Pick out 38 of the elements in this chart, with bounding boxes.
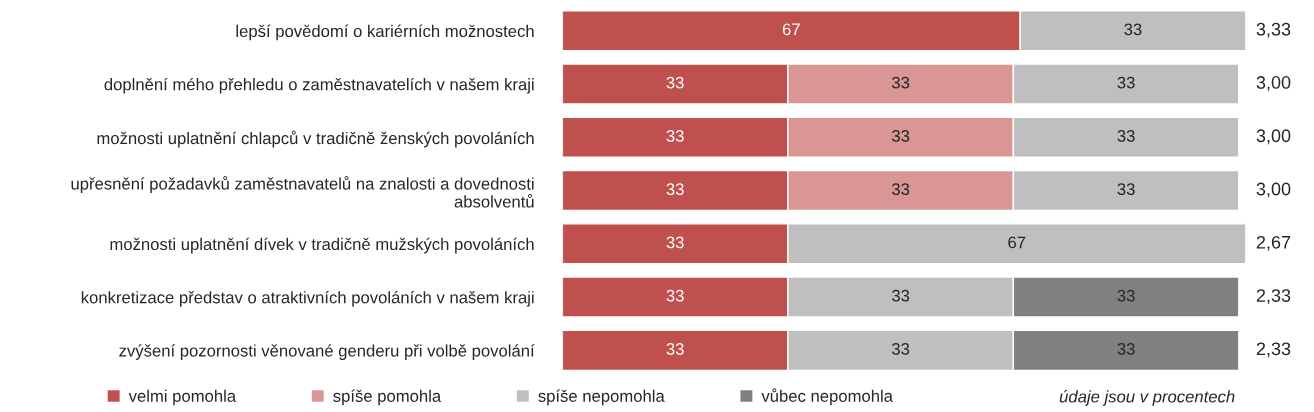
- data-label: 33: [1117, 343, 1135, 355]
- text: 2,33: [1256, 289, 1291, 305]
- text: 3,00: [1256, 129, 1291, 145]
- data-label: 33: [891, 183, 910, 196]
- text: 3,33: [1256, 22, 1291, 38]
- text: 2,33: [1256, 342, 1291, 358]
- legend-label: vůbec nepomohla: [761, 388, 893, 406]
- data-label: 33: [1117, 129, 1135, 142]
- y-tick-label: možnosti uplatnění dívek v tradičně mužských povoláních: [110, 237, 534, 254]
- data-label: 33: [1124, 23, 1142, 36]
- legend-label: velmi pomohla: [128, 389, 237, 406]
- data-label: 33: [666, 76, 684, 89]
- text: 2,67: [1256, 235, 1291, 251]
- legend-label: spíše pomohla: [333, 389, 442, 406]
- y-tick-label: upřesnění požadavků zaměstnavatelů na znalosti a dovednosti absolventů: [71, 176, 534, 208]
- data-label: 33: [666, 343, 684, 355]
- text: 3,00: [1256, 76, 1291, 91]
- data-label: 33: [891, 76, 910, 89]
- data-label: 33: [1117, 76, 1135, 89]
- text: 3,00: [1256, 182, 1291, 198]
- data-label: 33: [666, 236, 684, 249]
- data-label: 33: [666, 183, 684, 196]
- data-label: 67: [782, 23, 800, 36]
- data-label: 33: [1117, 289, 1135, 302]
- y-tick-label: konkretizace představ o atraktivních povoláních v našem kraji: [81, 290, 534, 307]
- y-tick-label: doplnění mého přehledu o zaměstnavatelích v našem kraji: [104, 77, 534, 94]
- data-label: 33: [666, 129, 684, 142]
- data-label: 33: [666, 289, 684, 302]
- data-label: 33: [891, 129, 910, 142]
- data-label: 33: [1117, 183, 1135, 196]
- legend-label: spíše nepomohla: [538, 389, 665, 406]
- y-tick-label: možnosti uplatnění chlapců v tradičně ženských povoláních: [97, 130, 534, 148]
- data-label: 33: [891, 289, 910, 302]
- data-label: 33: [891, 343, 910, 355]
- y-tick-label: lepší povědomí o kariérních možnostech: [236, 24, 534, 41]
- y-tick-label: zvýšení pozornosti věnované genderu při volbě povolání: [119, 344, 535, 360]
- data-label: 67: [1008, 236, 1026, 249]
- text: údaje jsou v procentech: [1059, 390, 1235, 406]
